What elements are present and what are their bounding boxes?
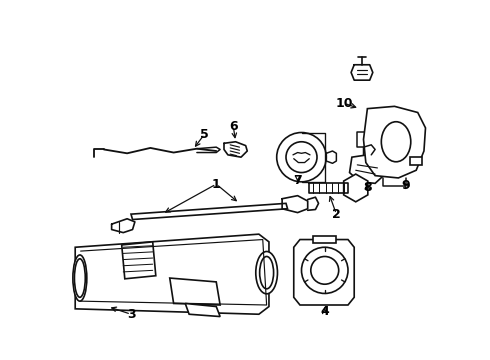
Text: 4: 4 <box>320 305 329 318</box>
Polygon shape <box>410 157 421 165</box>
Polygon shape <box>122 242 156 279</box>
Circle shape <box>286 142 317 172</box>
Polygon shape <box>131 203 288 220</box>
Text: 3: 3 <box>127 308 135 321</box>
Text: 2: 2 <box>332 208 341 221</box>
Text: 10: 10 <box>335 97 353 110</box>
Polygon shape <box>294 239 354 305</box>
Polygon shape <box>343 174 368 202</box>
Polygon shape <box>364 106 425 178</box>
Text: 5: 5 <box>200 127 209 140</box>
Ellipse shape <box>73 255 87 301</box>
Text: 8: 8 <box>363 181 372 194</box>
Circle shape <box>301 247 348 293</box>
Circle shape <box>311 256 339 284</box>
Polygon shape <box>170 278 220 305</box>
Text: 6: 6 <box>229 120 238 133</box>
Circle shape <box>277 132 326 182</box>
Text: 1: 1 <box>212 177 220 190</box>
Polygon shape <box>313 236 336 243</box>
Ellipse shape <box>260 256 273 289</box>
Polygon shape <box>185 303 220 316</box>
Ellipse shape <box>381 122 411 162</box>
Polygon shape <box>349 155 385 183</box>
Text: 7: 7 <box>293 174 302 187</box>
Polygon shape <box>75 234 269 314</box>
Ellipse shape <box>256 252 277 294</box>
Text: 9: 9 <box>402 179 411 192</box>
